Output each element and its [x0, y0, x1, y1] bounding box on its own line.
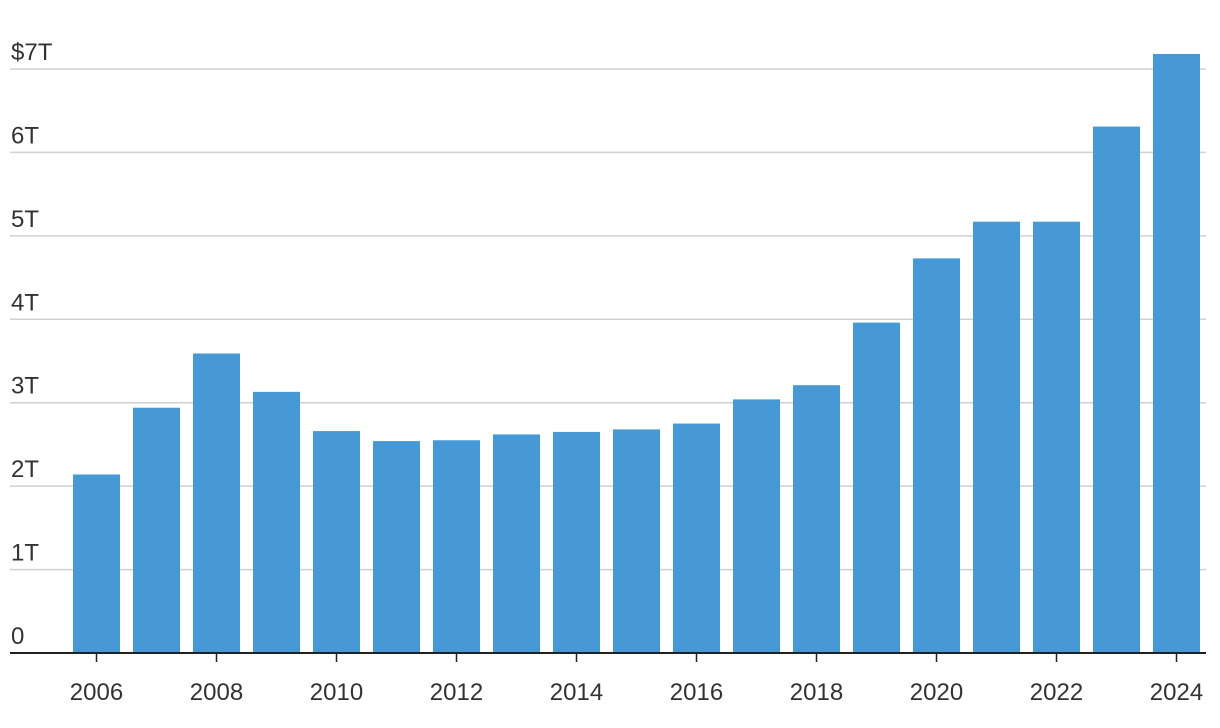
bar-2016	[673, 423, 720, 653]
y-tick-label: 5T	[11, 206, 39, 233]
x-tick-label: 2006	[70, 679, 123, 706]
y-tick-label: 0	[11, 623, 24, 650]
x-axis-ticks: 2006 2008 2010 2012 2014 2016 2018 2020 2022 2024	[70, 653, 1203, 706]
y-tick-label: 4T	[11, 289, 39, 316]
bar-2007	[133, 407, 180, 653]
x-tick-label: 2008	[190, 679, 243, 706]
y-tick-label: 1T	[11, 540, 39, 567]
bar-2019	[853, 322, 900, 653]
bar-2018	[793, 385, 840, 653]
bar-2024	[1153, 53, 1200, 654]
x-tick-label: 2018	[790, 679, 843, 706]
bar-2022	[1033, 221, 1080, 653]
y-tick-label: $7T	[11, 39, 53, 66]
bar-2017	[733, 399, 780, 653]
bar-2013	[493, 434, 540, 653]
bar-2023	[1093, 126, 1140, 653]
x-tick-label: 2016	[670, 679, 723, 706]
y-axis-tick-labels: 0 1T 2T 3T 4T 5T 6T $7T	[11, 39, 53, 650]
x-tick-label: 2010	[310, 679, 363, 706]
bar-2012	[433, 440, 480, 653]
y-tick-label: 6T	[11, 122, 39, 149]
gridlines	[10, 68, 1206, 571]
bar-2011	[373, 441, 420, 653]
y-tick-label: 2T	[11, 456, 39, 483]
x-tick-label: 2012	[430, 679, 483, 706]
bar-2020	[913, 258, 960, 653]
bar-2010	[313, 431, 360, 653]
x-tick-label: 2022	[1030, 679, 1083, 706]
y-tick-label: 3T	[11, 373, 39, 400]
bar-2015	[613, 429, 660, 653]
bar-2006	[73, 474, 120, 653]
bar-2008	[193, 353, 240, 653]
x-tick-label: 2024	[1150, 679, 1203, 706]
bars	[73, 53, 1200, 654]
x-tick-label: 2020	[910, 679, 963, 706]
bar-2009	[253, 391, 300, 653]
bar-2021	[973, 221, 1020, 653]
x-tick-label: 2014	[550, 679, 603, 706]
bar-2014	[553, 431, 600, 653]
